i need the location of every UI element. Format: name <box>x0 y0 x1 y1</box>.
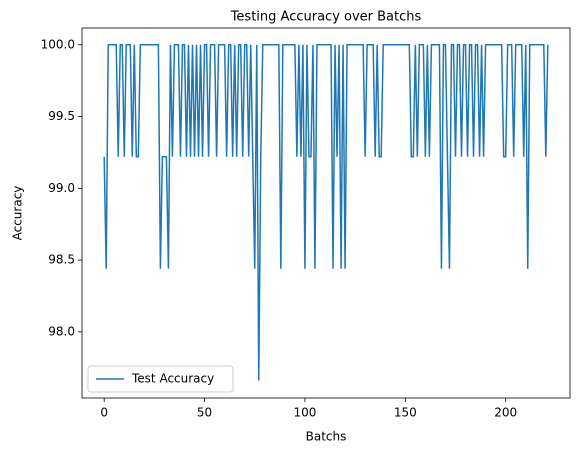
x-axis-label: Batchs <box>306 430 347 444</box>
legend-label: Test Accuracy <box>131 372 214 386</box>
y-tick-label: 99.5 <box>48 109 75 123</box>
y-axis-label: Accuracy <box>11 186 25 241</box>
x-tick-label: 100 <box>293 406 316 420</box>
x-tick-label: 50 <box>197 406 212 420</box>
plot-frame <box>81 27 571 399</box>
legend-box <box>87 365 234 393</box>
y-tick-label: 100.0 <box>41 37 75 51</box>
y-tick-label: 99.0 <box>48 181 75 195</box>
series-line <box>103 44 549 381</box>
x-tick-label: 200 <box>494 406 517 420</box>
x-tick-label: 0 <box>100 406 108 420</box>
y-tick-label: 98.5 <box>48 253 75 267</box>
chart-title: Testing Accuracy over Batchs <box>230 10 422 25</box>
x-tick-label: 150 <box>394 406 417 420</box>
y-tick-label: 98.0 <box>48 324 75 338</box>
